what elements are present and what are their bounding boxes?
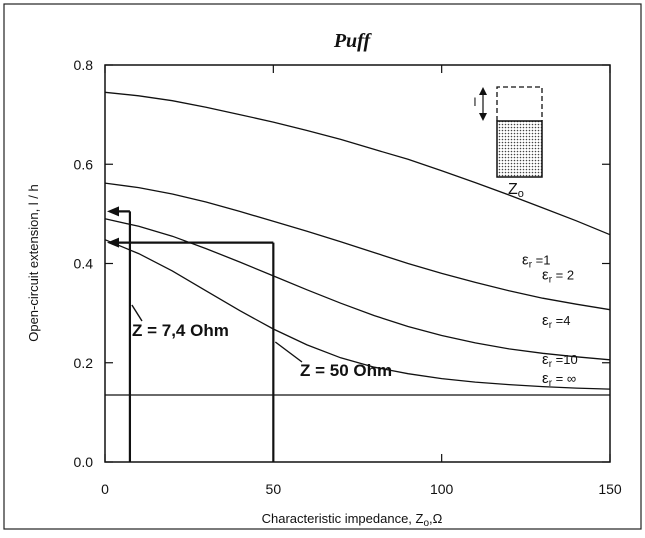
x-axis-label-unit: ,Ω (429, 511, 443, 526)
y-axis-label: Open-circuit extension, l / h (26, 184, 41, 342)
x-tick-label: 0 (101, 481, 109, 497)
inset-extension-dashed (496, 86, 543, 121)
x-axis-label-main: Characteristic impedance, Z (262, 511, 424, 526)
curve-label: εr =10 (542, 351, 578, 370)
y-tick-label: 0.6 (74, 156, 94, 172)
curve-label: εr = 2 (542, 267, 574, 286)
annotation-leader (274, 341, 303, 363)
axis-ticks: 0.0 0.2 0.4 0.6 0.8 0 50 100 150 (74, 57, 622, 497)
curve-line (104, 91, 611, 236)
y-tick-label: 0.0 (74, 454, 94, 470)
inset-diagram: l Zo (474, 86, 543, 200)
curve-line (104, 239, 611, 390)
y-tick-label: 0.4 (74, 256, 94, 272)
inset-arrowhead-down (479, 113, 487, 121)
inset-z-main: Z (508, 181, 518, 198)
inset-substrate (496, 120, 543, 178)
x-axis-label: Characteristic impedance, Zo,Ω (262, 511, 443, 529)
y-tick-label: 0.8 (74, 57, 94, 73)
chart-title: Puff (333, 30, 373, 52)
annotation-arrowhead (107, 206, 119, 217)
x-tick-label: 150 (598, 481, 622, 497)
inset-arrowhead-up (479, 87, 487, 95)
inset-dimension-label: l (474, 95, 477, 109)
annotations: Z = 7,4 Ohm Z = 50 Ohm (107, 206, 392, 462)
annotation-label: Z = 7,4 Ohm (132, 321, 229, 340)
annotation-arrowhead (107, 237, 119, 248)
inset-z-sub: o (518, 188, 524, 200)
x-tick-label: 50 (266, 481, 282, 497)
curve-line (104, 182, 611, 311)
x-axis-label-sub: o (423, 518, 429, 529)
curve-label: εr = ∞ (542, 370, 576, 389)
curve-label: εr =1 (522, 252, 550, 271)
y-tick-label: 0.2 (74, 355, 94, 371)
figure-border (3, 3, 642, 530)
x-tick-label: 100 (430, 481, 454, 497)
annotation-leader (131, 304, 143, 322)
curve-label: εr =4 (542, 312, 570, 331)
inset-z-label: Zo (508, 181, 524, 200)
annotation-label: Z = 50 Ohm (300, 361, 392, 380)
